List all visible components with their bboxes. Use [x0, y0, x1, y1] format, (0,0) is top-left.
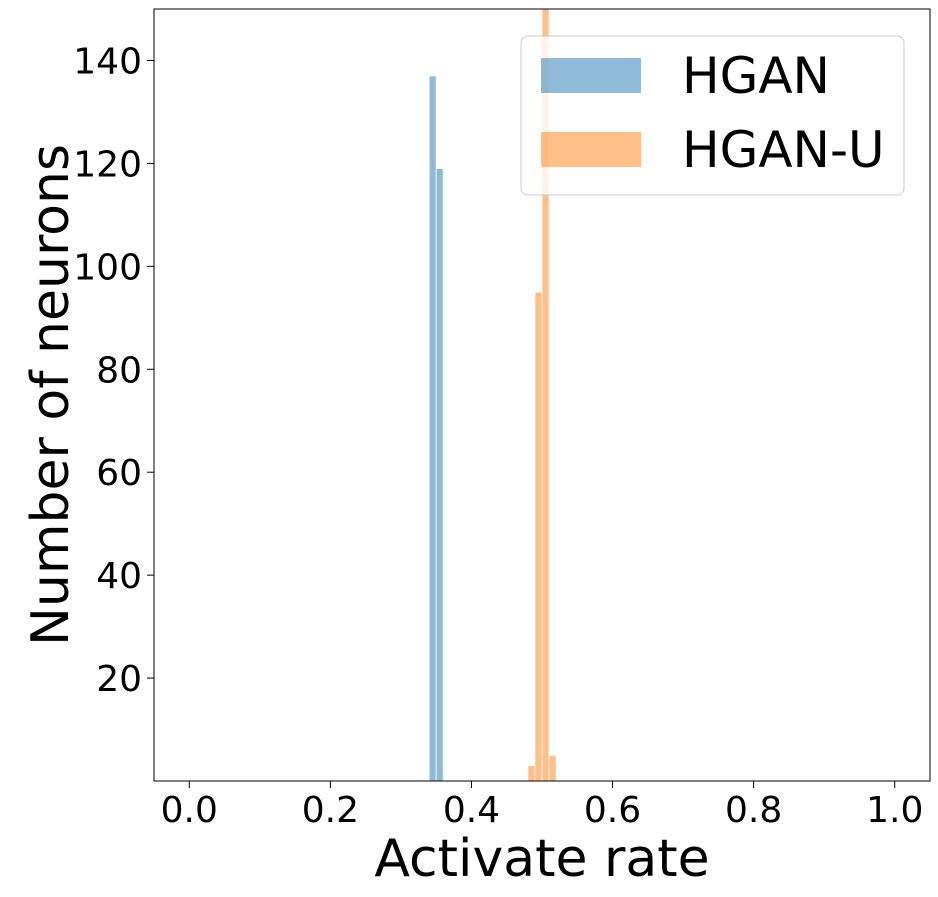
x-tick-label: 0.4 [443, 790, 500, 831]
bar-hgan-u-1 [534, 291, 543, 782]
y-tick-label: 140 [73, 41, 142, 82]
y-tick-label: 20 [96, 659, 142, 700]
legend-swatch-hgan-u [541, 132, 641, 167]
legend: HGAN HGAN-U [520, 35, 905, 196]
x-tick-label: 0.8 [725, 790, 782, 831]
x-axis-ticks: 0.0 0.2 0.4 0.6 0.8 1.0 [161, 781, 923, 831]
y-axis-ticks: 20 40 60 80 100 120 140 [73, 41, 154, 700]
x-axis-label: Activate rate [374, 829, 709, 889]
y-axis-label: Number of neurons [21, 144, 81, 646]
x-tick-label: 1.0 [866, 790, 923, 831]
legend-label-hgan-u: HGAN-U [682, 121, 885, 179]
bar-hgan-1 [435, 168, 444, 782]
plot-frame [153, 8, 931, 782]
y-tick-label: 100 [73, 247, 142, 288]
x-tick-label: 0.6 [584, 790, 641, 831]
x-tick-label: 0.0 [161, 790, 218, 831]
legend-label-hgan: HGAN [682, 47, 830, 105]
bar-hgan-u-0 [527, 765, 536, 782]
y-tick-label: 40 [96, 556, 142, 597]
bar-hgan-0 [428, 75, 437, 782]
y-tick-label: 120 [73, 144, 142, 185]
x-tick-label: 0.2 [302, 790, 359, 831]
bar-hgan-u-3 [548, 754, 557, 782]
legend-swatch-hgan [541, 58, 641, 93]
y-tick-label: 80 [96, 350, 142, 391]
y-tick-label: 60 [96, 453, 142, 494]
